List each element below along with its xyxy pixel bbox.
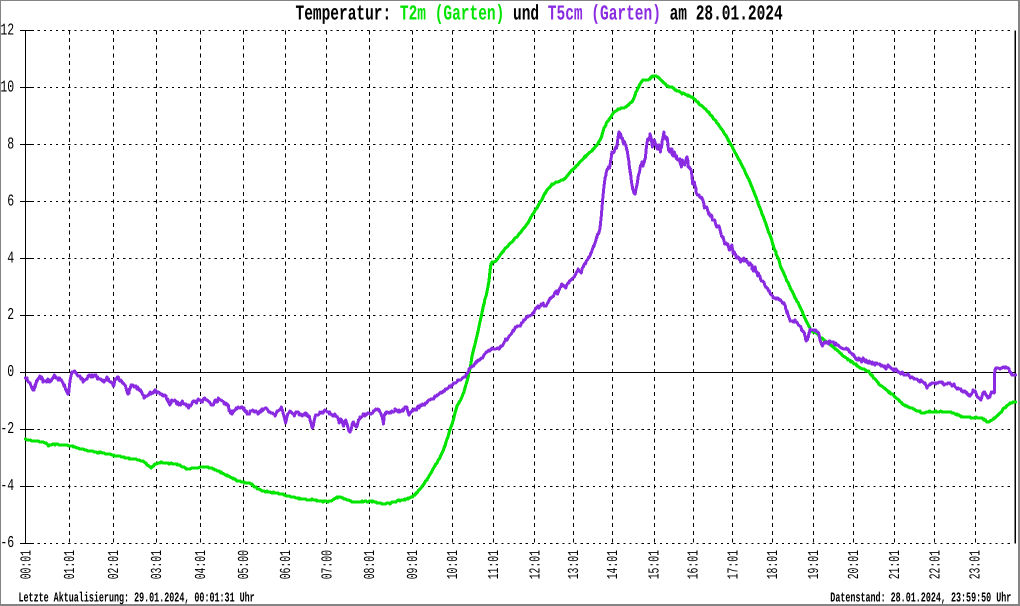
svg-text:12: 12	[0, 21, 14, 40]
svg-text:T2m (Garten): T2m (Garten)	[400, 3, 504, 26]
svg-text:am 28.01.2024: am 28.01.2024	[670, 3, 783, 26]
svg-text:08:01: 08:01	[363, 550, 380, 579]
svg-text:02:01: 02:01	[107, 550, 124, 579]
svg-text:22:01: 22:01	[929, 550, 946, 579]
svg-text:11:01: 11:01	[487, 550, 504, 579]
svg-text:10: 10	[0, 78, 14, 97]
svg-text:01:01: 01:01	[63, 550, 80, 579]
svg-text:12:01: 12:01	[529, 550, 546, 579]
svg-text:14:01: 14:01	[606, 550, 623, 579]
svg-text:T5cm (Garten): T5cm (Garten)	[548, 3, 661, 26]
svg-text:-6: -6	[0, 534, 14, 553]
svg-text:13:01: 13:01	[567, 550, 584, 579]
svg-text:19:01: 19:01	[807, 550, 824, 579]
svg-text:Letzte Aktualisierung: 29.01.2: Letzte Aktualisierung: 29.01.2024, 00:01…	[19, 590, 255, 606]
svg-text:und: und	[513, 3, 539, 26]
svg-text:05:00: 05:00	[237, 550, 254, 579]
svg-text:6: 6	[7, 192, 14, 211]
svg-text:21:01: 21:01	[888, 550, 905, 579]
svg-text:15:01: 15:01	[648, 550, 665, 579]
svg-text:-2: -2	[0, 420, 14, 439]
svg-text:00:01: 00:01	[20, 550, 37, 579]
svg-text:07:00: 07:00	[321, 550, 338, 579]
svg-text:0: 0	[7, 363, 14, 382]
svg-text:10:01: 10:01	[446, 550, 463, 579]
svg-text:18:01: 18:01	[766, 550, 783, 579]
svg-text:Datenstand: 28.01.2024, 23:59:: Datenstand: 28.01.2024, 23:59:50 Uhr	[830, 590, 1011, 606]
svg-text:16:01: 16:01	[687, 550, 704, 579]
svg-text:23:01: 23:01	[969, 550, 986, 579]
svg-text:20:01: 20:01	[847, 550, 864, 579]
svg-text:17:01: 17:01	[727, 550, 744, 579]
svg-text:09:01: 09:01	[406, 550, 423, 579]
svg-text:8: 8	[7, 135, 14, 154]
svg-text:2: 2	[7, 306, 14, 325]
svg-text:06:01: 06:01	[279, 550, 296, 579]
svg-text:04:01: 04:01	[194, 550, 211, 579]
svg-text:-4: -4	[0, 477, 14, 496]
svg-text:Temperatur:: Temperatur:	[296, 3, 392, 26]
svg-text:03:01: 03:01	[150, 550, 167, 579]
svg-text:4: 4	[7, 249, 14, 268]
